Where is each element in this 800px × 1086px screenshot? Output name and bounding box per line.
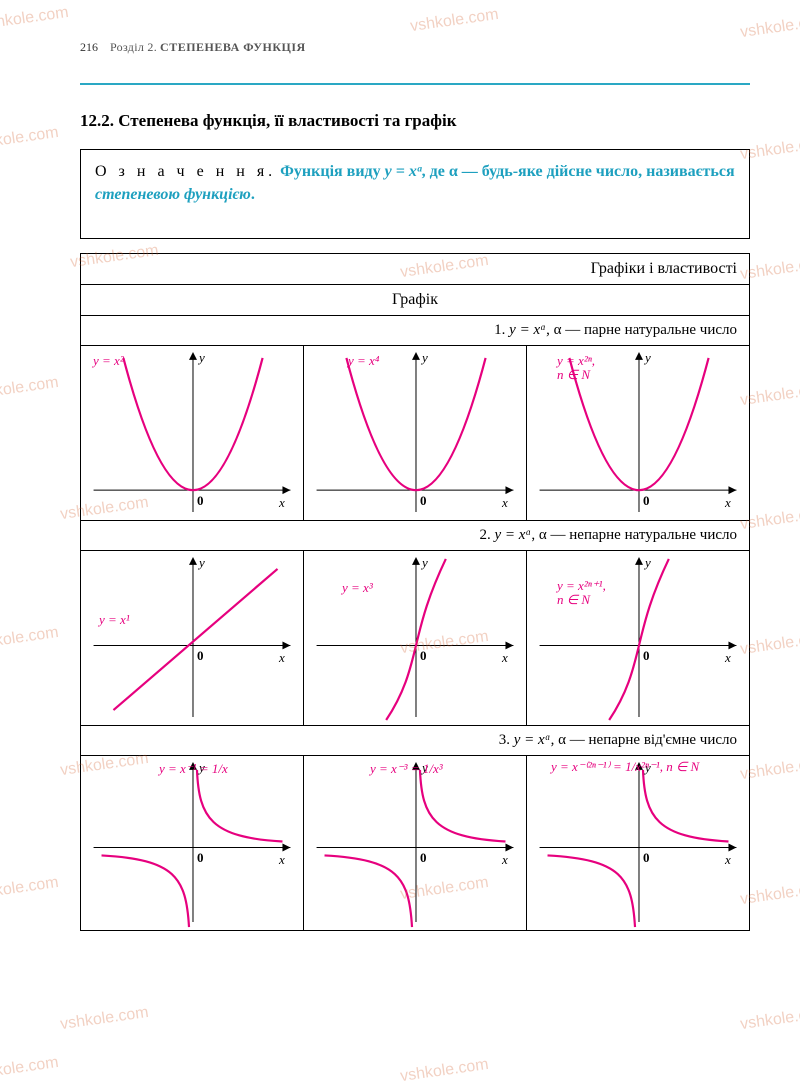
table-header: Графіки і властивості (81, 254, 750, 285)
y-axis-label: y (645, 555, 651, 571)
curve-label: y = x²ⁿ⁺¹, n ∈ N (557, 579, 606, 608)
y-axis-label: y (199, 555, 205, 571)
graph-cell-1-2: y x 0 y = x⁴ (304, 346, 527, 521)
watermark-text: vshkole.com (399, 1056, 490, 1086)
curve-label: y = x⁻⁽²ⁿ⁻¹⁾ = 1/x²ⁿ⁻¹, n ∈ N (551, 760, 699, 774)
origin-label: 0 (643, 648, 650, 664)
y-axis-label: y (199, 350, 205, 366)
section-title: 12.2. Степенева функція, її властивості … (80, 111, 750, 131)
x-axis-label: x (725, 650, 731, 666)
page-content: 216 Розділ 2. СТЕПЕНЕВА ФУНКЦІЯ 12.2. Ст… (0, 0, 800, 961)
origin-label: 0 (420, 648, 427, 664)
curve-label: y = x⁴ (348, 354, 379, 368)
graph-cell-2-1: y x 0 y = x¹ (81, 551, 304, 726)
origin-label: 0 (420, 493, 427, 509)
row-graphs-1: y x 0 y = x² y x 0 y = x⁴ y x 0 y = x²ⁿ,… (81, 346, 750, 521)
running-head: 216 Розділ 2. СТЕПЕНЕВА ФУНКЦІЯ (80, 40, 750, 55)
graph-cell-1-3: y x 0 y = x²ⁿ, n ∈ N (527, 346, 750, 521)
x-axis-label: x (279, 650, 285, 666)
table-subheader-row: Графік (81, 285, 750, 316)
chapter-title: СТЕПЕНЕВА ФУНКЦІЯ (160, 40, 306, 54)
graph-cell-3-2: y x 0 y = x⁻³ = 1/x³ (304, 756, 527, 931)
row-graphs-3: y x 0 y = x⁻¹ = 1/x y x 0 y = x⁻³ = 1/x³… (81, 756, 750, 931)
graph-cell-2-2: y x 0 y = x³ (304, 551, 527, 726)
curve-label: y = x⁻³ = 1/x³ (370, 762, 443, 776)
origin-label: 0 (643, 850, 650, 866)
row-caption-2: 2. y = xᵅ, α — непарне натуральне число (81, 521, 750, 551)
x-axis-label: x (502, 495, 508, 511)
y-axis-label: y (422, 555, 428, 571)
graph-column-label: Графік (81, 285, 750, 316)
x-axis-label: x (279, 495, 285, 511)
header-rule (80, 83, 750, 85)
definition-box: О з н а ч е н н я. Функція виду y = xᵅ, … (80, 149, 750, 239)
section-title-text: Степенева функція, її властивості та гра… (118, 111, 456, 130)
origin-label: 0 (643, 493, 650, 509)
origin-label: 0 (197, 648, 204, 664)
graphs-table: Графіки і властивості Графік 1. y = xᵅ, … (80, 253, 750, 931)
y-axis-label: y (422, 350, 428, 366)
chapter-label: Розділ 2. (110, 40, 157, 54)
page-number: 216 (80, 40, 98, 54)
graph-cell-2-3: y x 0 y = x²ⁿ⁺¹, n ∈ N (527, 551, 750, 726)
watermark-text: vshkole.com (0, 1054, 60, 1084)
x-axis-label: x (502, 650, 508, 666)
x-axis-label: x (725, 852, 731, 868)
x-axis-label: x (279, 852, 285, 868)
curve-label: y = x¹ (99, 613, 130, 627)
curve-label: y = x³ (342, 581, 373, 595)
row-caption-3: 3. y = xᵅ, α — непарне від'ємне число (81, 726, 750, 756)
curve-label: y = x⁻¹ = 1/x (159, 762, 228, 776)
definition-lead: О з н а ч е н н я. (95, 163, 276, 180)
graph-cell-3-3: y x 0 y = x⁻⁽²ⁿ⁻¹⁾ = 1/x²ⁿ⁻¹, n ∈ N (527, 756, 750, 931)
row-graphs-2: y x 0 y = x¹ y x 0 y = x³ y x 0 y = x²ⁿ⁺… (81, 551, 750, 726)
graph-cell-3-1: y x 0 y = x⁻¹ = 1/x (81, 756, 304, 931)
section-number: 12.2. (80, 111, 114, 130)
y-axis-label: y (645, 350, 651, 366)
curve-label: y = x² (93, 354, 124, 368)
x-axis-label: x (502, 852, 508, 868)
origin-label: 0 (197, 850, 204, 866)
x-axis-label: x (725, 495, 731, 511)
curve-label: y = x²ⁿ, n ∈ N (557, 354, 595, 383)
origin-label: 0 (420, 850, 427, 866)
row-caption-1: 1. y = xᵅ, α — парне натуральне число (81, 316, 750, 346)
origin-label: 0 (197, 493, 204, 509)
watermark-text: vshkole.com (59, 1004, 150, 1034)
table-header-row: Графіки і властивості (81, 254, 750, 285)
graph-cell-1-1: y x 0 y = x² (81, 346, 304, 521)
watermark-text: vshkole.com (739, 1004, 800, 1034)
